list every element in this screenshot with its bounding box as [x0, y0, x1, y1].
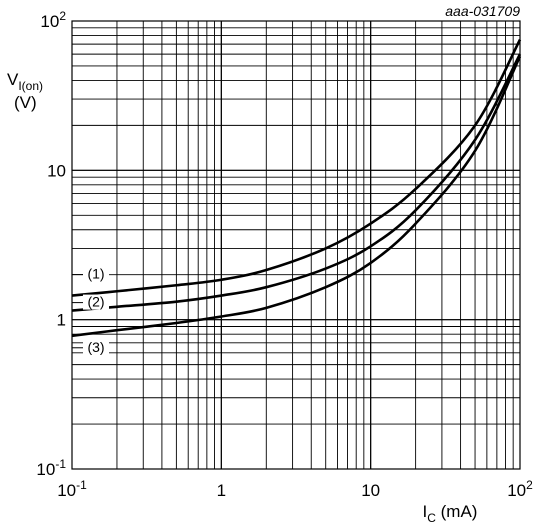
y-tick-label: 102 [40, 9, 66, 31]
y-axis-symbol: V [7, 70, 19, 89]
y-axis-subscript: I(on) [18, 79, 43, 93]
curve-label-bg [83, 294, 109, 310]
tick-label-exponent: 2 [526, 478, 533, 492]
y-tick-label: 1 [57, 311, 66, 330]
tick-label-exponent: -1 [55, 457, 66, 471]
curve-label-bg [83, 339, 109, 355]
x-axis-subscript: C [427, 511, 436, 525]
tick-label-base: 10 [47, 161, 66, 180]
grid [72, 21, 520, 469]
figure-code: aaa-031709 [445, 3, 520, 19]
curve-label-bg [83, 266, 109, 282]
curve-label-3: (3) [87, 339, 104, 355]
tick-label-base: 1 [217, 481, 226, 500]
x-tick-label: 102 [507, 478, 533, 500]
plot-frame [71, 20, 521, 470]
y-tick-label: 10-1 [36, 457, 66, 479]
tick-label-base: 10 [507, 481, 526, 500]
tick-label-exponent: -1 [76, 478, 87, 492]
series-layer [71, 39, 522, 338]
tick-label-base: 10 [57, 481, 76, 500]
series-line-2 [71, 53, 522, 312]
y-axis-unit: (V) [14, 93, 37, 112]
tick-label-base: 1 [57, 311, 66, 330]
tick-label-exponent: 2 [59, 9, 66, 23]
tick-label-base: 10 [36, 460, 55, 479]
series-line-3 [71, 55, 522, 338]
tick-label-base: 10 [40, 12, 59, 31]
curve-label-2: (2) [87, 294, 104, 310]
x-tick-label: 1 [217, 481, 226, 500]
x-tick-label: 10-1 [57, 478, 87, 500]
y-tick-label: 10 [47, 161, 66, 180]
x-axis-symbol: I [423, 502, 428, 521]
y-axis-label: VI(on) [7, 70, 43, 93]
x-axis-unit: (mA) [436, 502, 478, 521]
x-axis-label: IC (mA) [423, 502, 478, 525]
series-line-1 [71, 39, 522, 297]
curve-label-1: (1) [87, 266, 104, 282]
x-tick-label: 10 [361, 481, 380, 500]
tick-label-base: 10 [361, 481, 380, 500]
